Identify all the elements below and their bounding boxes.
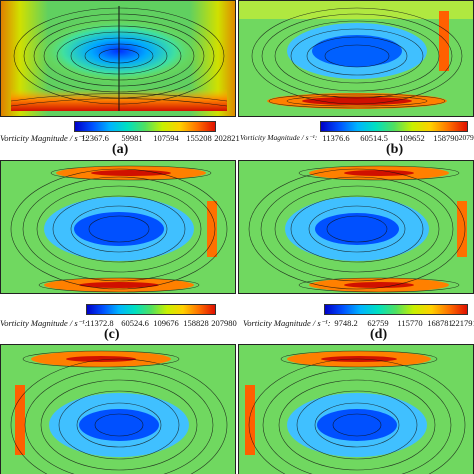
tick-a-1: 59981 — [121, 133, 143, 143]
tick-d-4: 221791 — [451, 318, 474, 328]
tick-b-0: 11376.6 — [322, 133, 350, 143]
caption-b: (b) — [386, 142, 404, 157]
tick-a-4: 202821 — [214, 133, 240, 143]
tick-d-2: 115770 — [397, 318, 423, 328]
vorticity-field-d — [239, 161, 473, 293]
colorbar-c — [86, 304, 216, 315]
vorticity-field-f — [239, 345, 473, 474]
contour-plot-b — [238, 0, 474, 117]
vorticity-field-e — [1, 345, 235, 474]
caption-c: (c) — [104, 327, 120, 342]
tick-c-3: 158828 — [183, 318, 209, 328]
colorbar-label-a: Vorticity Magnitude / s⁻¹: — [0, 133, 88, 143]
colorbar-label-d: Vorticity Magnitude / s⁻¹: — [243, 318, 331, 328]
tick-a-0: 12367.6 — [81, 133, 109, 143]
tick-b-3: 158790 — [433, 133, 459, 143]
tick-c-0: 11372.8 — [86, 318, 114, 328]
tick-d-3: 168781 — [427, 318, 453, 328]
contour-plot-c — [0, 160, 236, 294]
caption-d: (d) — [370, 327, 388, 342]
tick-a-3: 155208 — [186, 133, 212, 143]
contour-plot-a — [0, 0, 236, 117]
colorbar-d — [324, 304, 468, 315]
colorbar-b — [320, 121, 468, 132]
tick-d-0: 9748.2 — [334, 318, 358, 328]
tick-c-4: 207980 — [211, 318, 237, 328]
tick-b-1: 60514.5 — [360, 133, 388, 143]
tick-d-1: 62759 — [367, 318, 389, 328]
vorticity-field-a — [1, 1, 235, 116]
colorbar-label-b: Vorticity Magnitude / s⁻¹: — [240, 133, 318, 142]
vorticity-field-c — [1, 161, 235, 293]
tick-c-2: 109676 — [153, 318, 179, 328]
tick-c-1: 60524.6 — [121, 318, 149, 328]
colorbar-a — [74, 121, 216, 132]
tick-b-4: 207928 — [458, 133, 474, 142]
contour-plot-e — [0, 344, 236, 474]
colorbar-label-c: Vorticity Magnitude / s⁻¹: — [0, 318, 88, 328]
vorticity-field-b — [239, 1, 473, 116]
caption-a: (a) — [112, 142, 129, 157]
contour-plot-d — [238, 160, 474, 294]
contour-plot-f — [238, 344, 474, 474]
tick-b-2: 109652 — [399, 133, 425, 143]
tick-a-2: 107594 — [153, 133, 179, 143]
